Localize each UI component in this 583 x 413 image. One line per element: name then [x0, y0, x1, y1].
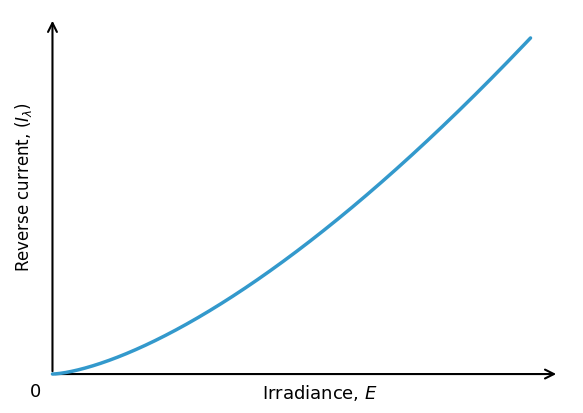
- Text: Irradiance, $E$: Irradiance, $E$: [262, 382, 378, 402]
- Text: 0: 0: [30, 382, 41, 400]
- Text: Reverse current, $(I_\lambda)$: Reverse current, $(I_\lambda)$: [13, 102, 34, 271]
